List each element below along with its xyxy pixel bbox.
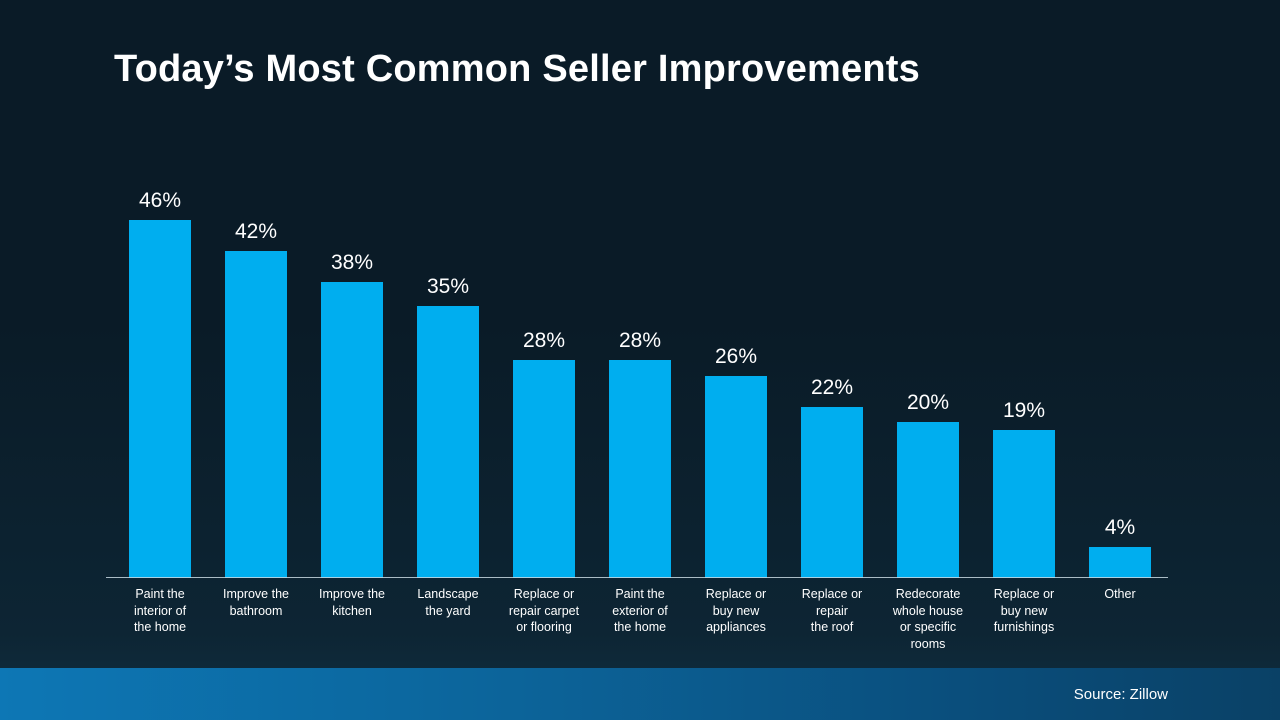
category-label-line: Replace or xyxy=(801,587,863,601)
bar-column: 35% xyxy=(400,158,496,578)
bar xyxy=(513,360,575,578)
category-label: Redecorate whole house or specific rooms xyxy=(880,586,976,652)
bar-chart: 46% 42% 38% 35% 28% 28% 26% 22% 20% 19% 4% xyxy=(112,158,1168,578)
bar-value-label: 22% xyxy=(810,376,854,399)
category-label: Other xyxy=(1072,586,1168,652)
bar-value-label: 19% xyxy=(1002,399,1046,422)
category-label: Improve the bathroom xyxy=(208,586,304,652)
footer-band: Source: Zillow xyxy=(0,668,1280,720)
category-label-line: buy new xyxy=(712,603,760,618)
bar-value-label: 4% xyxy=(1104,516,1136,539)
category-label-line: buy new xyxy=(1000,603,1048,618)
category-label-line: repair carpet xyxy=(508,603,580,618)
bar-column: 26% xyxy=(688,158,784,578)
source-attribution: Source: Zillow xyxy=(1073,685,1168,703)
category-axis-labels: Paint the interior of the home Improve the b… xyxy=(112,586,1168,652)
category-label: Replace or buy new appliances xyxy=(688,586,784,652)
bar xyxy=(801,407,863,578)
x-axis-line xyxy=(106,577,1168,578)
category-label-line: Replace or xyxy=(513,587,575,601)
category-label-line: exterior of xyxy=(612,603,668,618)
bar-column: 28% xyxy=(496,158,592,578)
page-title: Today’s Most Common Seller Improvements xyxy=(114,48,920,90)
bar-column: 46% xyxy=(112,158,208,578)
bar-value-label: 46% xyxy=(138,189,182,212)
category-label-line: rooms xyxy=(910,636,946,651)
bar-column: 20% xyxy=(880,158,976,578)
category-label-line: the home xyxy=(133,620,187,634)
category-label-line: Landscape xyxy=(417,587,479,601)
bar-column: 22% xyxy=(784,158,880,578)
category-label-line: Redecorate xyxy=(895,587,961,601)
category-label-line: kitchen xyxy=(332,603,372,618)
category-label-line: Replace or xyxy=(993,587,1055,601)
category-label-line: Improve the xyxy=(222,587,289,601)
category-label-line: furnishings xyxy=(993,620,1055,634)
category-label-line: interior of xyxy=(133,603,187,618)
category-label: Improve the kitchen xyxy=(304,586,400,652)
bar xyxy=(705,376,767,578)
category-label-line: or specific xyxy=(899,620,957,634)
bar-column: 28% xyxy=(592,158,688,578)
category-label: Replace or repair the roof xyxy=(784,586,880,652)
category-label: Replace or buy new furnishings xyxy=(976,586,1072,652)
category-label-line: bathroom xyxy=(229,603,283,618)
category-label-line: Paint the xyxy=(135,587,185,601)
category-label: Replace or repair carpet or flooring xyxy=(496,586,592,652)
category-label: Paint the exterior of the home xyxy=(592,586,688,652)
category-label-line: the roof xyxy=(810,620,854,634)
category-label-line: Paint the xyxy=(615,587,665,601)
bar-column: 38% xyxy=(304,158,400,578)
bar-value-label: 20% xyxy=(906,391,950,414)
category-label-line: Replace or xyxy=(705,587,767,601)
bar xyxy=(1089,547,1151,578)
category-label-line: the home xyxy=(613,620,667,634)
bar xyxy=(897,422,959,578)
category-label: Landscape the yard xyxy=(400,586,496,652)
bar-column: 42% xyxy=(208,158,304,578)
bar-value-label: 28% xyxy=(618,329,662,352)
bar-column: 19% xyxy=(976,158,1072,578)
category-label-line: Other xyxy=(1104,587,1136,601)
bar xyxy=(321,282,383,578)
bar-value-label: 38% xyxy=(330,251,374,274)
bar xyxy=(129,220,191,578)
category-label-line: Improve the xyxy=(318,587,385,601)
bar-column: 4% xyxy=(1072,158,1168,578)
category-label-line: appliances xyxy=(706,620,766,634)
category-label: Paint the interior of the home xyxy=(112,586,208,652)
bar-value-label: 28% xyxy=(522,329,566,352)
bar xyxy=(993,430,1055,578)
category-label-line: whole house xyxy=(892,603,964,618)
bar xyxy=(609,360,671,578)
category-label-line: the yard xyxy=(425,603,471,618)
bar-value-label: 26% xyxy=(714,345,758,368)
category-label-line: or flooring xyxy=(516,620,572,634)
category-label-line: repair xyxy=(816,603,848,618)
bar-value-label: 42% xyxy=(234,220,278,243)
bar-value-label: 35% xyxy=(426,275,470,298)
bar xyxy=(417,306,479,578)
bar xyxy=(225,251,287,578)
